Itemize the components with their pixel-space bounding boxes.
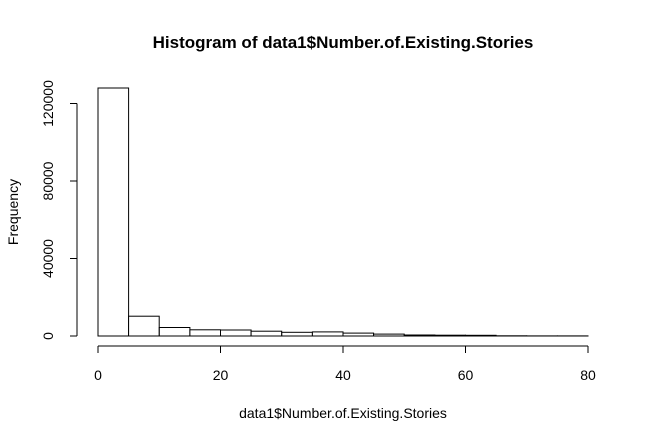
histogram-bar-4 (220, 329, 252, 337)
x-tick-label-4: 80 (580, 367, 596, 383)
chart-title: Histogram of data1$Number.of.Existing.St… (153, 33, 534, 52)
histogram-bar-12 (465, 334, 497, 337)
x-tick-label-0: 0 (94, 367, 102, 383)
histogram-bar-10 (403, 334, 436, 337)
y-axis-label: Frequency (5, 179, 21, 245)
histogram-bar-11 (434, 334, 466, 337)
histogram-bar-7 (311, 331, 344, 337)
x-axis-label: data1$Number.of.Existing.Stories (239, 405, 447, 421)
histogram-bar-9 (373, 333, 405, 337)
y-tick-label-0: 0 (40, 332, 56, 340)
y-tick-label-2: 80000 (40, 161, 56, 200)
histogram-bar-1 (128, 315, 160, 337)
histogram-bar-2 (158, 327, 191, 337)
histogram-bar-5 (250, 330, 283, 337)
x-tick-label-2: 40 (335, 367, 351, 383)
y-axis: 0 40000 80000 120000 (40, 80, 78, 340)
histogram-bar-0 (97, 87, 130, 337)
y-tick-label-3: 120000 (40, 80, 56, 127)
histogram-bars (97, 87, 589, 337)
x-tick-label-1: 20 (213, 367, 229, 383)
histogram-bar-3 (189, 329, 221, 337)
histogram-bar-8 (342, 332, 375, 337)
y-tick-label-1: 40000 (40, 239, 56, 278)
histogram-bar-6 (281, 331, 313, 337)
x-axis: 0 20 40 60 80 (94, 345, 596, 383)
x-tick-label-3: 60 (458, 367, 474, 383)
